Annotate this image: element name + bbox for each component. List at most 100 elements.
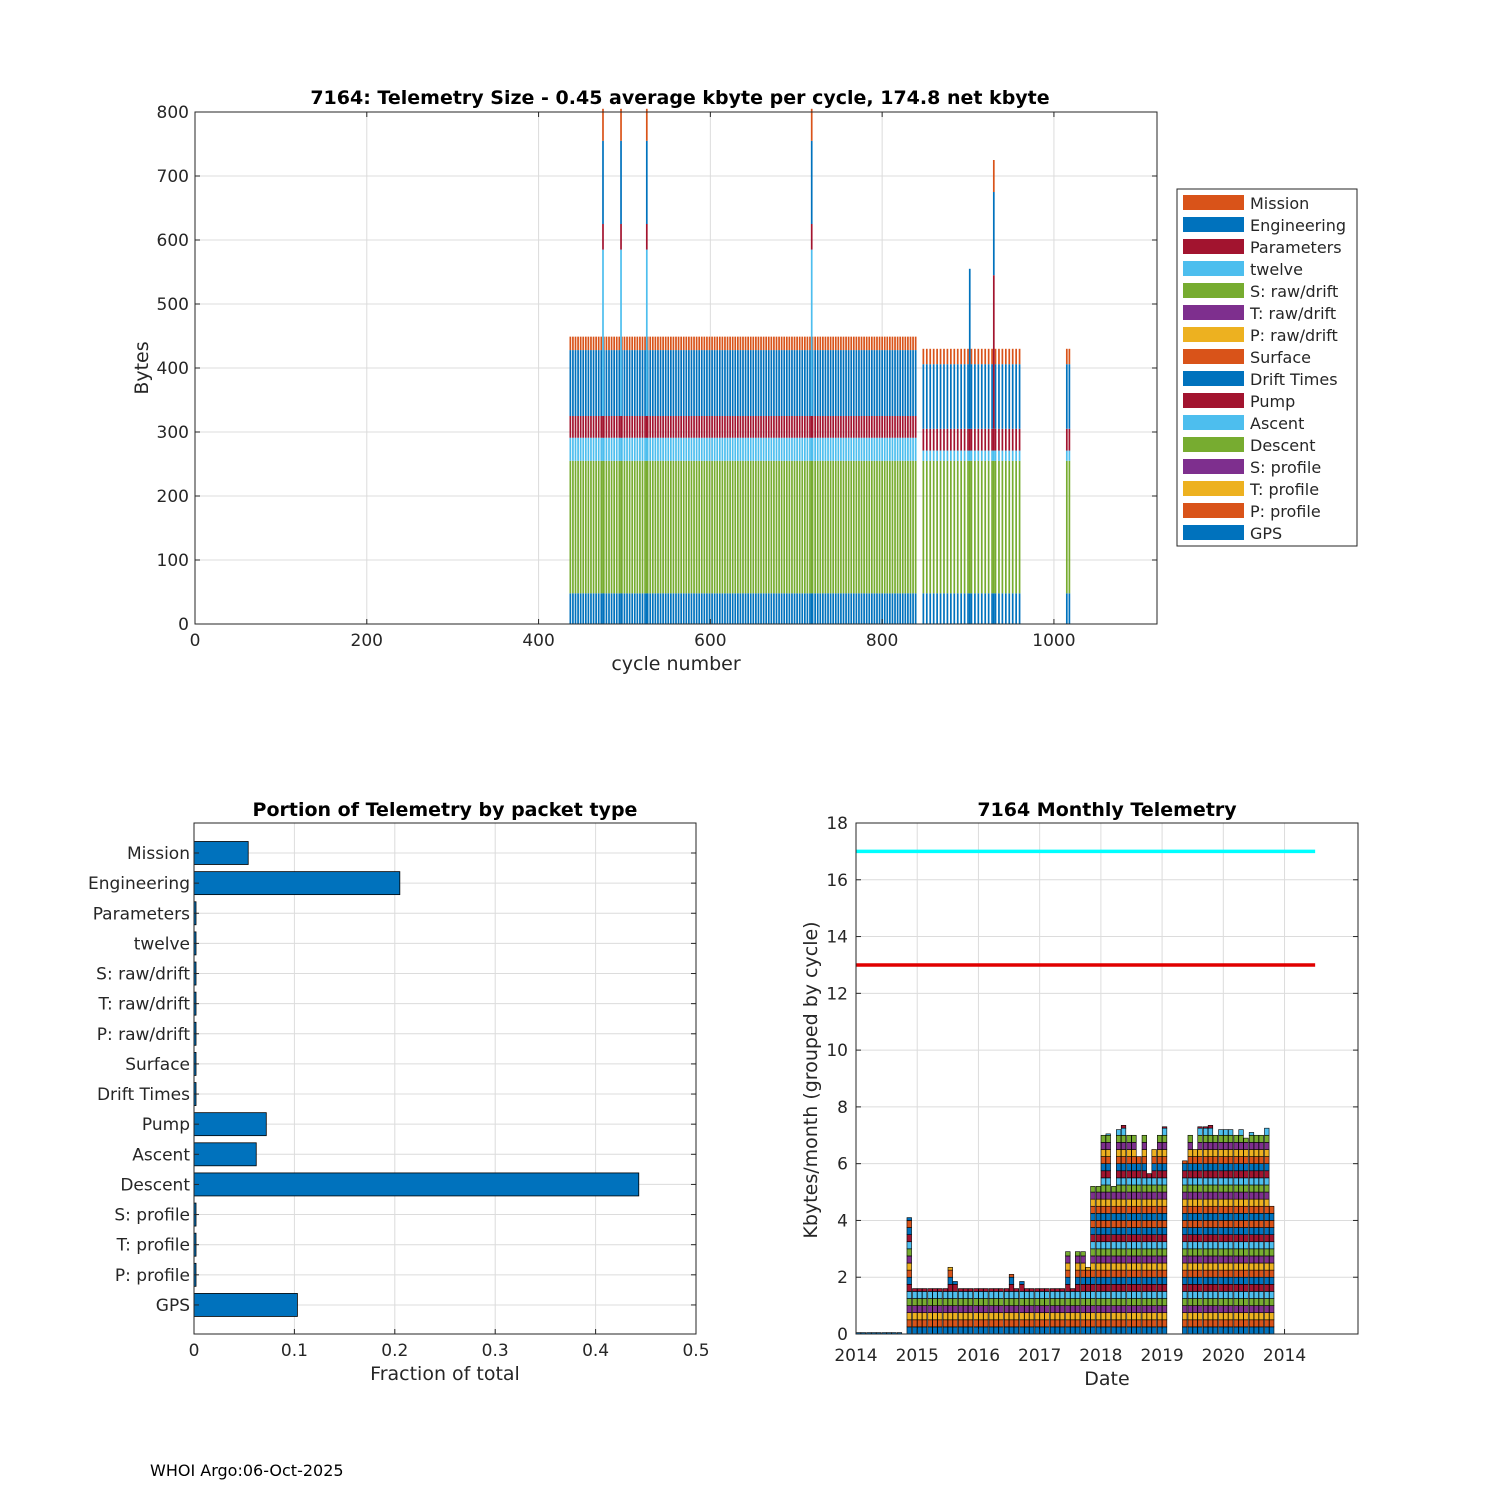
monthly-bar-segment-ascent xyxy=(1105,1177,1111,1186)
monthly-bar xyxy=(1065,1251,1071,1335)
cycle-bar-924 xyxy=(987,348,990,624)
monthly-bar-segment-drift-times xyxy=(1131,1163,1137,1172)
monthly-bar-segment-s-profile xyxy=(1146,1305,1152,1314)
monthly-bar-segment-descent xyxy=(1085,1298,1091,1306)
bar-segment-engineering xyxy=(873,350,876,416)
bar-segment-descent xyxy=(646,460,649,594)
hbar-ticks: 0 0.1 0.2 0.3 0.4 0.5MissionEngineeringParame… xyxy=(88,844,710,1361)
monthly-bar-segment-pump xyxy=(1157,1284,1163,1292)
bar-segment-mission xyxy=(829,336,832,351)
bar-segment-mission xyxy=(721,336,724,351)
monthly-bar-segment-p-profile xyxy=(1202,1319,1209,1328)
monthly-bar-segment-descent xyxy=(952,1298,958,1306)
monthly-bar-segment-descent xyxy=(1126,1184,1132,1193)
monthly-bar-segment-p-raw-drift xyxy=(1264,1149,1270,1157)
cycle-bar-930 xyxy=(992,160,995,624)
monthly-bar-segment-mission xyxy=(1223,1220,1229,1228)
monthly-bar-segment-t-profile xyxy=(912,1312,918,1321)
monthly-bar-segment-t-profile xyxy=(1197,1198,1203,1207)
bar-segment-mission xyxy=(868,336,871,351)
bar-segment-descent xyxy=(943,460,945,594)
bar-segment-pump xyxy=(770,416,773,438)
monthly-bar-segment-drift-times xyxy=(1095,1276,1102,1285)
bar-segment-engineering xyxy=(579,350,582,416)
bar-segment-pump xyxy=(590,416,592,438)
monthly-bar-segment-p-raw-drift xyxy=(1207,1149,1214,1157)
bar-segment-ascent xyxy=(834,437,837,461)
monthly-bar-segment-s-raw-drift xyxy=(1233,1134,1239,1143)
monthly-bar-segment-parameters xyxy=(906,1234,912,1243)
monthly-bar-segment-p-raw-drift xyxy=(1131,1262,1137,1271)
monthly-bar-segment-descent xyxy=(967,1298,974,1306)
bar-segment-ascent xyxy=(646,437,649,461)
monthly-bar-segment-surface xyxy=(1197,1269,1203,1278)
monthly-bar-segment-s-raw-drift xyxy=(1126,1248,1132,1257)
bar-segment-descent xyxy=(876,460,878,594)
monthly-bar-segment-gps xyxy=(1136,1326,1142,1335)
monthly-bar-segment-pump xyxy=(1100,1284,1106,1292)
monthly-bar-segment-engineering xyxy=(1100,1227,1106,1235)
bar-segment-pump xyxy=(970,428,973,451)
legend-label-gps: GPS xyxy=(1250,524,1282,543)
bar-segment-pump xyxy=(620,416,622,438)
bar-segment-mission xyxy=(780,336,783,351)
monthly-bar-segment-drift-times xyxy=(1105,1276,1111,1285)
bar-segment-gps xyxy=(736,593,739,624)
monthly-bar-segment-surface xyxy=(1192,1269,1198,1278)
bar-segment-descent xyxy=(855,460,858,594)
monthly-bar-segment-p-profile xyxy=(1192,1205,1198,1214)
monthly-bar-segment-drift-times xyxy=(1136,1276,1142,1285)
monthly-bar-segment-engineering xyxy=(1264,1227,1270,1235)
bar-segment-engineering xyxy=(943,364,945,429)
monthly-bar-segment-ascent xyxy=(1248,1291,1255,1299)
monthly-bar-segment-ascent xyxy=(1243,1177,1249,1186)
monthly-bar-segment-t-profile xyxy=(1243,1312,1249,1321)
monthly-bar xyxy=(921,1288,928,1335)
monthly-bar-segment-ascent xyxy=(1258,1291,1264,1299)
monthly-bar-segment-gps xyxy=(906,1217,912,1221)
monthly-bar-segment-pump xyxy=(1228,1170,1234,1179)
bar-segment-gps xyxy=(595,593,597,624)
monthly-bar-segment-p-raw-drift xyxy=(1120,1262,1127,1271)
bar-segment-descent xyxy=(654,460,657,594)
bar-segment-mission xyxy=(992,160,995,192)
bar-segment-pump xyxy=(907,416,909,438)
bar-segment-mission xyxy=(963,348,966,365)
bar-segment-descent xyxy=(742,460,744,594)
monthly-bar-segment-p-profile xyxy=(1044,1319,1050,1328)
monthly-bar-segment-s-raw-drift xyxy=(1105,1134,1111,1143)
monthly-bar-segment-gps xyxy=(1157,1213,1163,1221)
bar-segment-pump xyxy=(672,416,675,438)
cycle-bar-944 xyxy=(1004,348,1007,624)
bar-segment-descent xyxy=(677,460,680,594)
monthly-bar-segment-pump xyxy=(1034,1288,1040,1292)
monthly-bar-segment-descent xyxy=(1228,1184,1234,1193)
monthly-bar-segment-s-profile xyxy=(1029,1305,1035,1314)
monthly-bar-segment-ascent xyxy=(932,1291,938,1299)
monthly-bar-segment-gps xyxy=(1202,1213,1209,1221)
monthly-bar-segment-surface xyxy=(1223,1269,1229,1278)
bar-segment-mission xyxy=(757,336,760,351)
bar-segment-mission xyxy=(950,348,952,365)
monthly-bar-segment-engineering xyxy=(1269,1227,1275,1235)
bar-segment-engineering xyxy=(708,350,711,416)
monthly-bar-segment-twelve xyxy=(1157,1241,1163,1250)
monthly-bar-segment-twelve xyxy=(1141,1241,1147,1250)
cycle-bar-515 xyxy=(636,336,639,624)
bar-segment-descent xyxy=(974,460,976,594)
monthly-bar-segment-ascent xyxy=(1008,1291,1015,1299)
monthly-bar-segment-ascent xyxy=(1039,1291,1045,1299)
bar-segment-pump xyxy=(956,428,959,451)
bar-segment-gps xyxy=(960,593,963,624)
monthly-bar-segment-drift-times xyxy=(1238,1276,1244,1285)
bar-segment-mission xyxy=(939,348,942,365)
monthly-bar-segment-t-profile xyxy=(1136,1198,1142,1207)
cycle-bar-761 xyxy=(847,336,850,624)
monthly-bar-segment-descent xyxy=(1223,1298,1229,1306)
cycle-bar-479 xyxy=(605,336,608,624)
monthly-bar-segment-descent xyxy=(1004,1298,1010,1306)
bar-segment-descent xyxy=(778,460,780,594)
monthly-bar-segment-ascent xyxy=(1049,1291,1056,1299)
monthly-bar-segment-parameters xyxy=(1253,1234,1259,1243)
monthly-bar-segment-p-profile xyxy=(1269,1319,1275,1328)
